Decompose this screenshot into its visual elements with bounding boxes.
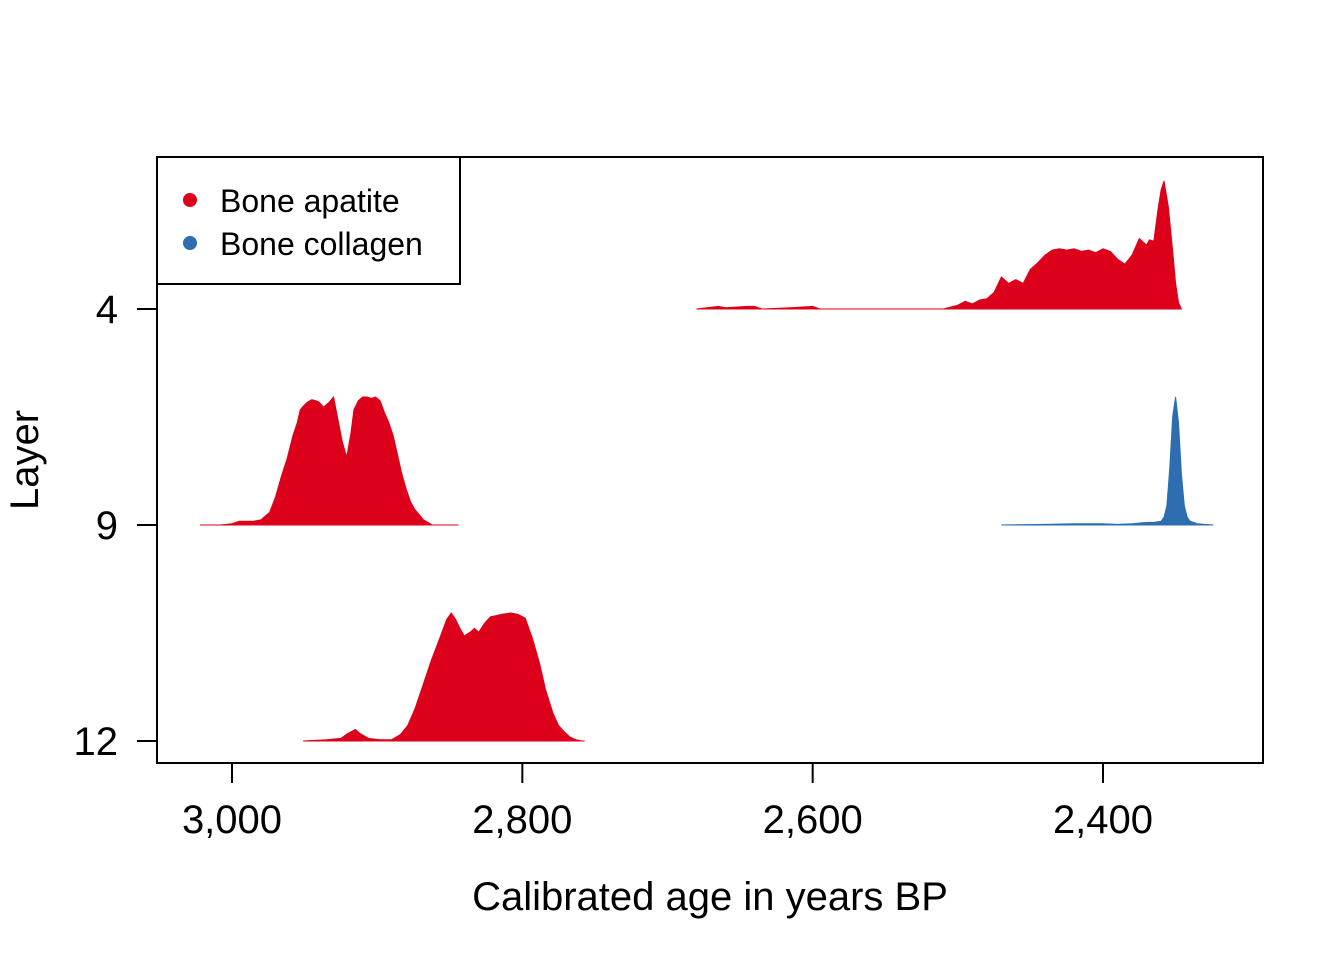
x-axis-title: Calibrated age in years BP xyxy=(472,875,948,919)
y-tick-label-12: 12 xyxy=(74,720,119,764)
legend-box xyxy=(156,156,461,285)
density-area-bone-apatite-layer-4 xyxy=(696,180,1183,310)
y-tick-label-9: 9 xyxy=(96,504,118,548)
legend-label-bone-collagen: Bone collagen xyxy=(220,226,423,262)
plot-frame xyxy=(156,156,1264,764)
x-tick-label-2600: 2,600 xyxy=(763,798,863,842)
y-axis: 4 9 12 xyxy=(74,288,157,764)
legend-marker-bone-collagen xyxy=(183,236,197,250)
x-tick-label-2400: 2,400 xyxy=(1053,798,1153,842)
x-tick-label-3000: 3,000 xyxy=(182,798,282,842)
x-axis: 3,000 2,800 2,600 2,400 xyxy=(182,763,1153,842)
legend: Bone apatite Bone collagen xyxy=(156,156,461,285)
density-area-bone-apatite-layer-12 xyxy=(303,612,585,742)
legend-marker-bone-apatite xyxy=(183,193,197,207)
density-area-bone-collagen-layer-9 xyxy=(1001,396,1214,526)
y-axis-title: Layer xyxy=(3,410,47,510)
x-tick-label-2800: 2,800 xyxy=(472,798,572,842)
density-area-bone-apatite-layer-9 xyxy=(200,395,459,526)
density-series-group xyxy=(200,180,1214,742)
legend-label-bone-apatite: Bone apatite xyxy=(220,183,400,219)
y-tick-label-4: 4 xyxy=(96,288,118,332)
